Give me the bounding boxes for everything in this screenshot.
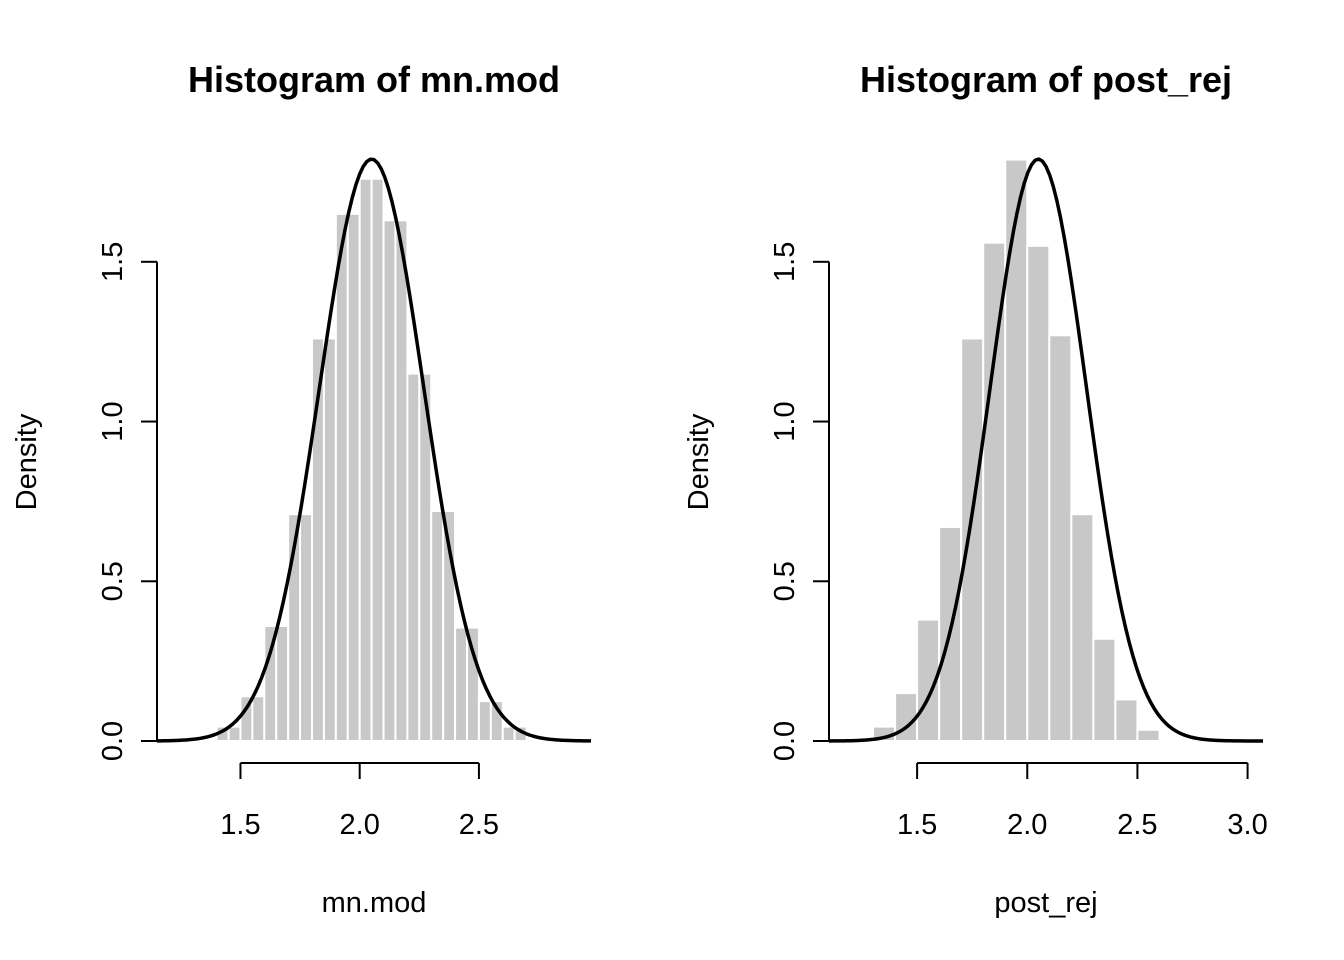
x-tick-label: 1.5: [897, 809, 937, 841]
x-tick-label: 3.0: [1227, 809, 1267, 841]
histogram-bars: [872, 158, 1205, 743]
y-axis-label: Density: [683, 413, 715, 510]
histogram-bar: [501, 725, 516, 743]
histogram-bar: [454, 626, 469, 743]
x-tick-label: 2.0: [340, 809, 380, 841]
histogram-bar: [960, 337, 985, 742]
x-axis-label: mn.mod: [322, 887, 427, 919]
density-curve: [828, 157, 1264, 743]
y-tick-label: 1.0: [97, 401, 129, 441]
histogram-bar: [251, 695, 266, 743]
y-tick-label: 1.0: [769, 401, 801, 441]
histogram-bars: [203, 177, 528, 743]
histogram-bar: [394, 219, 409, 743]
y-tick-label: 0.0: [97, 721, 129, 761]
y-tick-label: 0.0: [769, 721, 801, 761]
histogram-bar: [346, 212, 361, 742]
histogram-bar: [1136, 728, 1161, 742]
histogram-bar: [358, 177, 373, 743]
histogram-bar: [442, 509, 457, 742]
histogram-bar: [203, 738, 218, 743]
histogram-bar: [299, 513, 314, 742]
histogram-bar: [322, 337, 337, 742]
chart-title: Histogram of mn.mod: [188, 59, 560, 100]
y-tick-label: 1.5: [97, 242, 129, 282]
x-tick-label: 2.5: [459, 809, 499, 841]
y-tick-label: 0.5: [769, 561, 801, 601]
x-tick-label: 2.0: [1007, 809, 1047, 841]
y-axis: 0.0 0.5 1.0 1.5: [769, 242, 830, 761]
histogram-bar: [382, 219, 397, 743]
histogram-bar: [466, 626, 480, 743]
y-tick-label: 0.5: [97, 561, 129, 601]
histogram-bar: [1114, 698, 1139, 743]
y-axis: 0.0 0.5 1.0 1.5: [97, 242, 158, 761]
histogram-panel-mn-mod: Histogram of mn.mod 0.0 0.5 1.0 1.5 1.5 2.0 2…: [11, 59, 592, 919]
histogram-bar: [1070, 513, 1095, 742]
histogram-bar: [406, 372, 421, 742]
x-axis-label: post_rej: [994, 887, 1097, 919]
histogram-bar: [227, 725, 242, 743]
histogram-bar: [275, 624, 290, 742]
histogram-panel-post-rej: Histogram of post_rej 0.0 0.5 1.0 1.5 1.5 2.…: [683, 59, 1268, 919]
x-axis: 1.5 2.0 2.5 3.0: [897, 762, 1268, 841]
density-curve: [156, 157, 592, 743]
histogram-bar: [370, 177, 385, 743]
histogram-bar: [1026, 244, 1051, 743]
histogram-bar: [334, 212, 349, 742]
x-axis: 1.5 2.0 2.5: [220, 762, 499, 841]
histogram-bar: [1092, 637, 1117, 742]
histogram-bar: [1048, 334, 1073, 742]
y-tick-label: 1.5: [769, 242, 801, 282]
y-axis-label: Density: [11, 413, 43, 510]
histogram-bar: [477, 700, 492, 742]
x-tick-label: 1.5: [220, 809, 260, 841]
x-tick-label: 2.5: [1117, 809, 1157, 841]
histogram-bar: [489, 700, 504, 742]
histogram-bar: [1158, 738, 1183, 743]
histogram-bar: [430, 509, 445, 742]
histogram-bar: [1004, 158, 1029, 742]
chart-title: Histogram of post_rej: [860, 59, 1232, 100]
histogram-bar: [982, 241, 1007, 742]
